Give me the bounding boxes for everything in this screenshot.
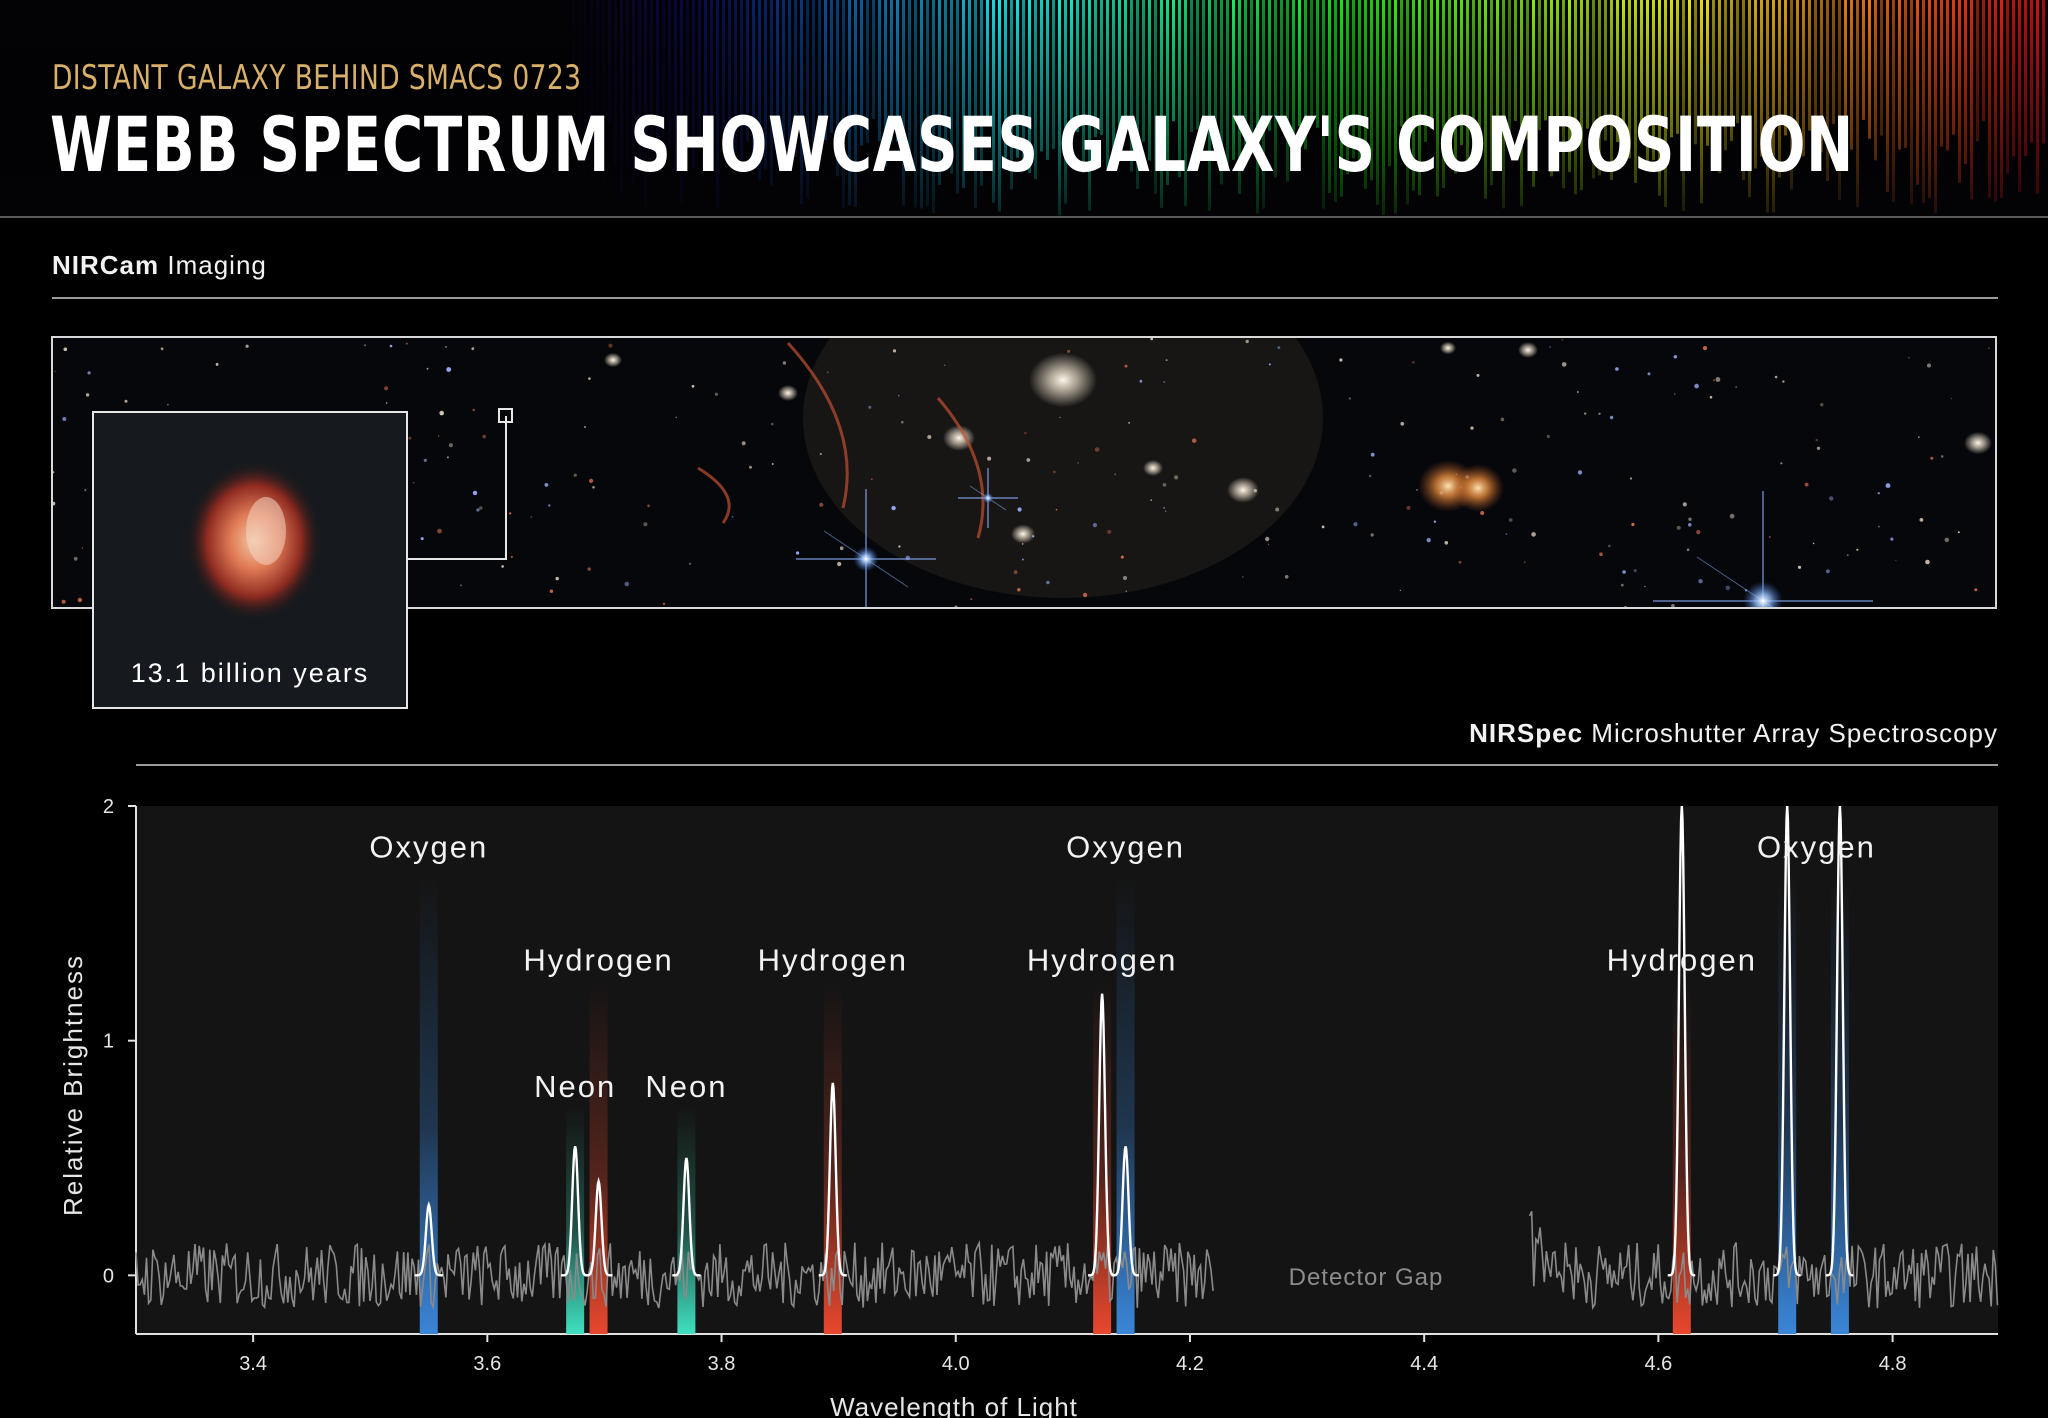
nirspec-mode: Microshutter Array Spectroscopy	[1591, 718, 1998, 748]
y-tick-label: 2	[103, 796, 114, 818]
x-tick-label: 4.2	[1176, 1353, 1204, 1375]
spectrum-chart: Relative Brightness Wavelength of Light …	[58, 796, 1999, 1418]
nircam-rule	[52, 297, 1998, 299]
annotation-oxygen: Oxygen	[1066, 830, 1185, 865]
emission-line-oxygen	[1778, 876, 1797, 1334]
spectrum-banner-graphic	[0, 0, 2048, 216]
x-tick-label: 4.8	[1879, 1353, 1907, 1375]
header-divider	[0, 216, 2048, 218]
emission-peak-trace	[584, 1176, 613, 1277]
emission-line-oxygen	[1830, 876, 1849, 1334]
emission-peak-trace	[1088, 993, 1116, 1277]
emission-line-oxygen	[419, 876, 438, 1334]
x-axis-label: Wavelength of Light	[830, 1392, 1078, 1418]
header-banner: DISTANT GALAXY BEHIND SMACS 0723 WEBB SP…	[0, 0, 2048, 216]
emission-peak-trace	[1667, 805, 1696, 1277]
annotation-oxygen: Oxygen	[369, 830, 488, 865]
detector-gap-label: Detector Gap	[1289, 1264, 1444, 1291]
emission-peak-trace	[1111, 1146, 1139, 1277]
annotation-hydrogen: Hydrogen	[523, 942, 673, 977]
annotation-oxygen: Oxygen	[1757, 830, 1876, 865]
emission-peak-trace	[414, 1201, 443, 1277]
x-tick-label: 4.6	[1644, 1353, 1672, 1375]
spectrum-noise-trace	[1528, 1210, 1999, 1311]
nirspec-label: NIRSpec Microshutter Array Spectroscopy	[1469, 718, 1998, 749]
spectrum-noise-trace	[135, 1239, 1214, 1311]
y-tick-label: 0	[103, 1265, 114, 1287]
emission-peak-trace	[672, 1157, 701, 1277]
emission-line-hydrogen	[1093, 982, 1112, 1334]
annotation-hydrogen: Hydrogen	[1027, 942, 1177, 977]
y-axis-label: Relative Brightness	[58, 954, 88, 1216]
zoomed-galaxy-graphic	[94, 413, 406, 707]
nircam-label: NIRCam Imaging	[52, 250, 267, 281]
x-tick-label: 3.6	[473, 1353, 501, 1375]
annotation-hydrogen: Hydrogen	[1607, 942, 1757, 977]
x-tick-label: 4.4	[1410, 1353, 1438, 1375]
y-tick-label: 1	[103, 1031, 114, 1053]
annotation-hydrogen: Hydrogen	[758, 942, 908, 977]
nirspec-rule	[136, 764, 1998, 766]
x-tick-label: 3.8	[708, 1353, 736, 1375]
nirspec-instrument: NIRSpec	[1469, 718, 1584, 748]
nircam-mode: Imaging	[167, 250, 267, 280]
x-tick-label: 3.4	[239, 1353, 267, 1375]
emission-peak-trace	[1825, 805, 1854, 1277]
header-kicker: DISTANT GALAXY BEHIND SMACS 0723	[52, 58, 582, 98]
x-tick-label: 4.0	[942, 1353, 970, 1375]
emission-line-neon	[677, 1106, 696, 1334]
emission-peak-trace	[1773, 805, 1801, 1277]
page-title: WEBB SPECTRUM SHOWCASES GALAXY'S COMPOSI…	[50, 100, 1854, 189]
emission-peak-trace	[818, 1082, 847, 1277]
nircam-instrument: NIRCam	[52, 250, 160, 280]
inset-caption: 13.1 billion years	[130, 658, 370, 688]
annotation-neon: Neon	[645, 1069, 727, 1104]
galaxy-zoom-inset: 13.1 billion years	[92, 411, 408, 709]
annotation-neon: Neon	[534, 1069, 616, 1104]
